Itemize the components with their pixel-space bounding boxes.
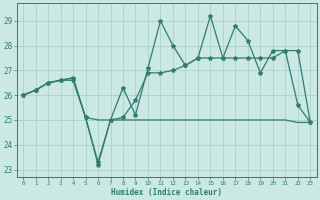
X-axis label: Humidex (Indice chaleur): Humidex (Indice chaleur) [111, 188, 222, 197]
